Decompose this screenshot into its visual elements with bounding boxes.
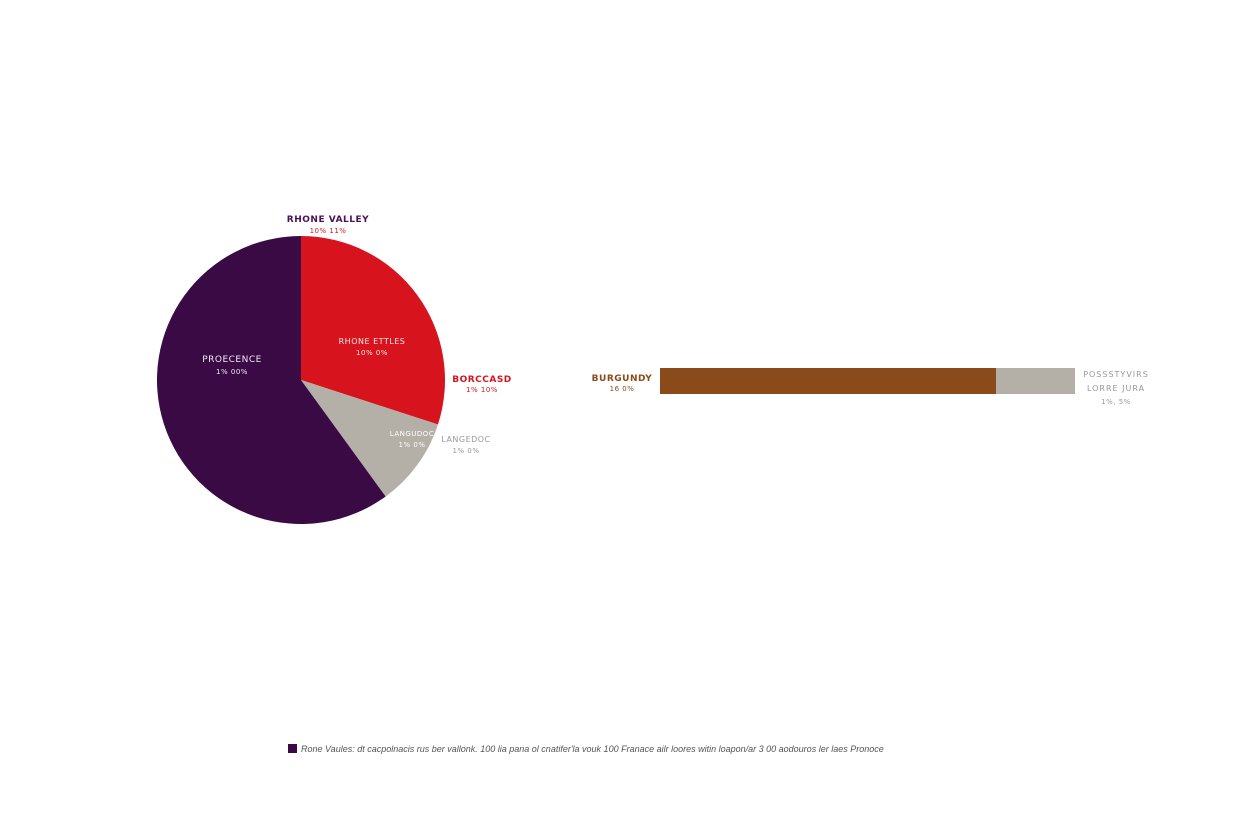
bar-segment-burgundy[interactable] [660,368,997,394]
label-loire-jura: POSSSTYVIRS LORRE JURA 1%, 5% [1083,370,1149,406]
footnote: Rone Vaules: dt cacpolnacis rus ber vall… [288,744,884,754]
pie-slice-rhone[interactable] [301,236,445,425]
pie-slice-languedoc[interactable] [301,380,438,497]
label-bordeaux: BORCCASD 1% 10% [452,375,512,394]
legend-swatch-icon [288,744,297,753]
bar-segment-loire-jura[interactable] [996,368,1075,394]
label-provence: PROECENCE 1% 00% [202,355,262,376]
label-rhone-ettles: RHONE ETTLES 10% 0% [338,337,406,357]
label-languedoc-outer: LANGEDOC 1% 0% [441,435,491,455]
label-languedoc-inner: LANGUDOC 1% 0% [389,430,435,449]
label-burgundy: BURGUNDY 16 0% [591,374,653,393]
label-rhone-valley: RHONE VALLEY 10% 11% [286,215,370,235]
pie-slice-provence[interactable] [156,236,386,524]
